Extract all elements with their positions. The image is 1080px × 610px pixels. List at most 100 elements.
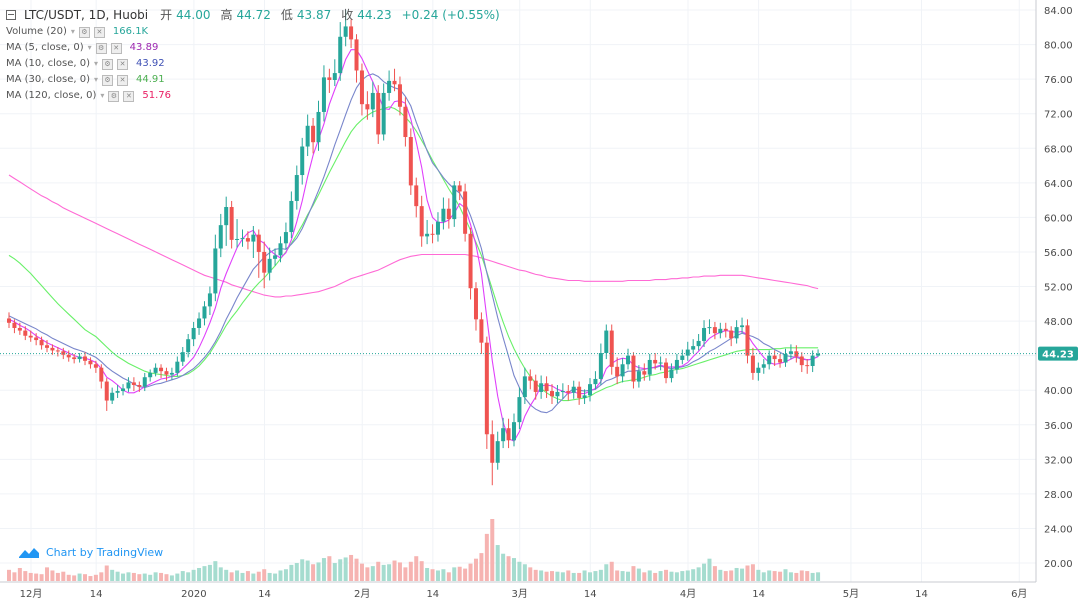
volume-bar	[142, 573, 147, 581]
volume-bar	[349, 554, 354, 581]
y-tick-label: 48.00	[1044, 317, 1073, 328]
volume-bar	[202, 566, 207, 581]
indicator-volume[interactable]: Volume (20) ▾ ⚙ ✕ 166.1K	[6, 24, 506, 40]
volume-bar	[712, 566, 717, 581]
candle-body	[332, 73, 337, 80]
volume-bar	[816, 572, 821, 581]
volume-bar	[490, 519, 495, 581]
chevron-down-icon[interactable]: ▾	[87, 43, 92, 52]
volume-bar	[772, 571, 777, 581]
volume-bar	[501, 553, 506, 581]
tradingview-watermark[interactable]: Chart by TradingView	[18, 545, 163, 559]
indicator-value: 51.76	[142, 90, 172, 101]
candle-body	[343, 26, 348, 37]
candle-body	[674, 359, 679, 370]
candle-body	[647, 359, 652, 375]
close-icon[interactable]: ✕	[117, 58, 129, 70]
candle-body	[294, 175, 299, 201]
indicator-label[interactable]: MA (5, close, 0)	[6, 42, 84, 53]
collapse-icon[interactable]	[6, 10, 16, 20]
candle-body	[609, 330, 614, 367]
candle-body	[28, 335, 33, 338]
indicator-ma30[interactable]: MA (30, close, 0) ▾ ⚙ ✕ 44.91	[6, 72, 506, 88]
settings-icon[interactable]: ⚙	[108, 90, 120, 102]
candle-body	[544, 383, 549, 392]
indicator-label[interactable]: MA (120, close, 0)	[6, 90, 97, 101]
volume-bar	[45, 567, 50, 581]
volume-bar	[283, 569, 288, 581]
candle-body	[359, 70, 364, 105]
candle-body	[740, 325, 745, 328]
ma30-line	[8, 106, 819, 402]
indicator-ma10[interactable]: MA (10, close, 0) ▾ ⚙ ✕ 43.92	[6, 56, 506, 72]
x-tick-label: 2020	[181, 589, 206, 600]
volume-bar	[533, 569, 538, 581]
candle-body	[425, 233, 430, 237]
settings-icon[interactable]: ⚙	[102, 74, 114, 86]
volume-bar	[805, 571, 810, 581]
symbol-label[interactable]: LTC/USDT, 1D, Huobi	[24, 8, 149, 22]
candle-body	[131, 382, 136, 386]
chevron-down-icon[interactable]: ▾	[70, 27, 75, 36]
candle-body	[680, 355, 685, 360]
close-icon[interactable]: ✕	[110, 42, 122, 54]
indicator-label[interactable]: Volume (20)	[6, 26, 67, 37]
y-tick-label: 20.00	[1044, 559, 1073, 570]
close-icon[interactable]: ✕	[93, 26, 105, 38]
x-tick-label: 6月	[1011, 588, 1027, 600]
candle-body	[365, 104, 370, 110]
change-value: +0.24 (+0.55%)	[401, 8, 500, 22]
volume-bar	[636, 568, 641, 581]
indicator-label[interactable]: MA (10, close, 0)	[6, 58, 91, 69]
indicator-label[interactable]: MA (30, close, 0)	[6, 74, 91, 85]
volume-bar	[452, 567, 457, 581]
y-tick-label: 72.00	[1044, 110, 1073, 121]
volume-bar	[718, 569, 723, 581]
candle-body	[750, 355, 755, 373]
volume-bar	[316, 562, 321, 581]
settings-icon[interactable]: ⚙	[78, 26, 90, 38]
tradingview-logo-icon	[19, 548, 39, 558]
candle-body	[533, 380, 538, 392]
volume-bar	[544, 571, 549, 581]
indicator-ma120[interactable]: MA (120, close, 0) ▾ ⚙ ✕ 51.76	[6, 88, 506, 104]
volume-bar	[12, 572, 17, 581]
candle-body	[778, 359, 783, 363]
candle-body	[45, 345, 50, 348]
volume-bar	[191, 569, 196, 581]
volume-bar	[224, 569, 229, 581]
settings-icon[interactable]: ⚙	[95, 42, 107, 54]
chevron-down-icon[interactable]: ▾	[94, 59, 99, 68]
candle-body	[278, 243, 283, 256]
volume-bar	[653, 572, 658, 581]
settings-icon[interactable]: ⚙	[102, 58, 114, 70]
x-tick-label: 12月	[20, 588, 43, 600]
open-label: 开	[160, 8, 173, 22]
candle-body	[463, 191, 468, 234]
last-price-label: 44.23	[1042, 350, 1074, 361]
candle-body	[490, 434, 495, 463]
chart-legend: LTC/USDT, 1D, Huobi 开 44.00 高 44.72 低 43.87…	[6, 6, 506, 104]
candle-body	[756, 367, 761, 373]
candle-body	[571, 386, 576, 393]
candle-body	[745, 325, 750, 356]
chevron-down-icon[interactable]: ▾	[100, 91, 105, 100]
volume-bar	[213, 561, 218, 581]
candle-body	[17, 327, 22, 331]
chevron-down-icon[interactable]: ▾	[94, 75, 99, 84]
candle-body	[39, 340, 44, 346]
candle-body	[110, 392, 115, 401]
ma10-line	[8, 73, 819, 414]
candle-body	[88, 360, 93, 365]
close-icon[interactable]: ✕	[117, 74, 129, 86]
indicator-ma5[interactable]: MA (5, close, 0) ▾ ⚙ ✕ 43.89	[6, 40, 506, 56]
y-tick-label: 24.00	[1044, 524, 1073, 535]
volume-bar	[28, 572, 33, 581]
volume-bar	[83, 574, 88, 581]
indicator-value: 43.92	[136, 58, 165, 69]
low-value: 43.87	[296, 8, 332, 22]
candle-body	[691, 346, 696, 350]
close-icon[interactable]: ✕	[123, 90, 135, 102]
